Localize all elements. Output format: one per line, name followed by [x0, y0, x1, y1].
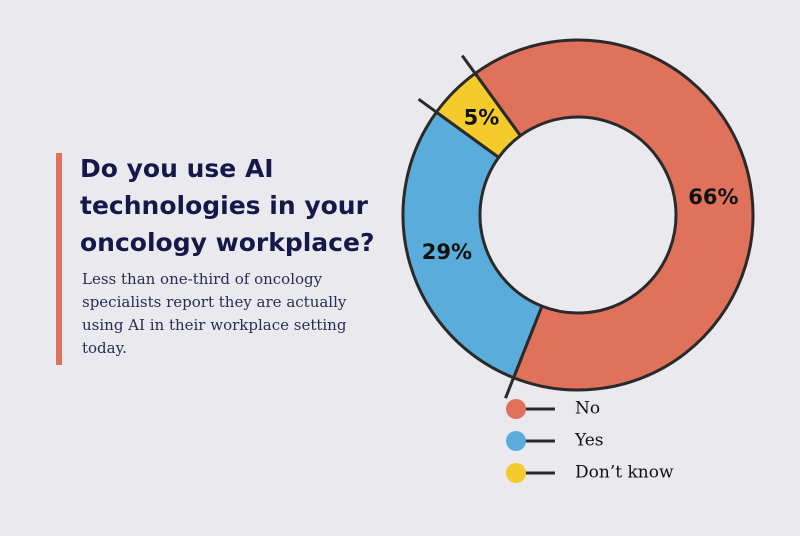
data-label: 5%	[464, 105, 500, 129]
data-label: 66%	[688, 185, 738, 209]
legend-label: Don’t know	[575, 463, 674, 483]
data-label: 29%	[422, 240, 472, 264]
legend-swatch	[506, 463, 526, 483]
chart-title: Do you use AI technologies in your oncol…	[80, 154, 375, 257]
legend-label: No	[575, 399, 600, 419]
segment-divider	[504, 375, 516, 399]
chart-subtitle: Less than one-third of oncology speciali…	[82, 270, 347, 357]
legend-swatch	[506, 431, 526, 451]
donut-segment	[434, 71, 522, 159]
accent-bar	[56, 153, 62, 365]
donut-segment	[401, 110, 544, 380]
segment-divider	[460, 54, 478, 76]
segment-divider	[417, 97, 439, 115]
legend-label: Yes	[574, 431, 604, 451]
legend-swatch	[506, 399, 526, 419]
donut-segment	[473, 38, 755, 392]
